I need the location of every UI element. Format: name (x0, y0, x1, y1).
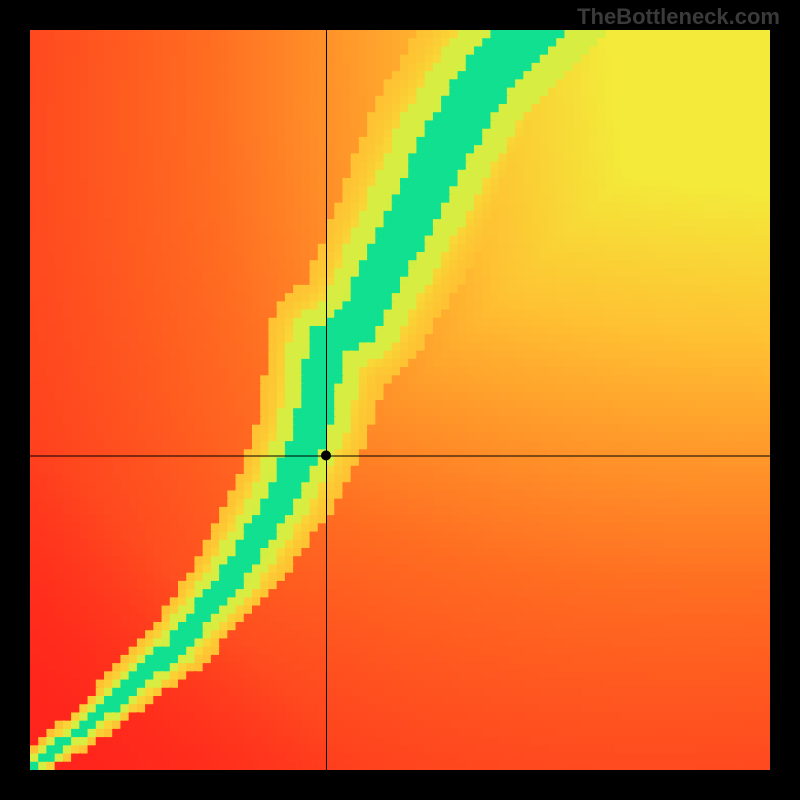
watermark-text: TheBottleneck.com (577, 4, 780, 30)
chart-container: TheBottleneck.com (0, 0, 800, 800)
heatmap-canvas (30, 30, 770, 770)
